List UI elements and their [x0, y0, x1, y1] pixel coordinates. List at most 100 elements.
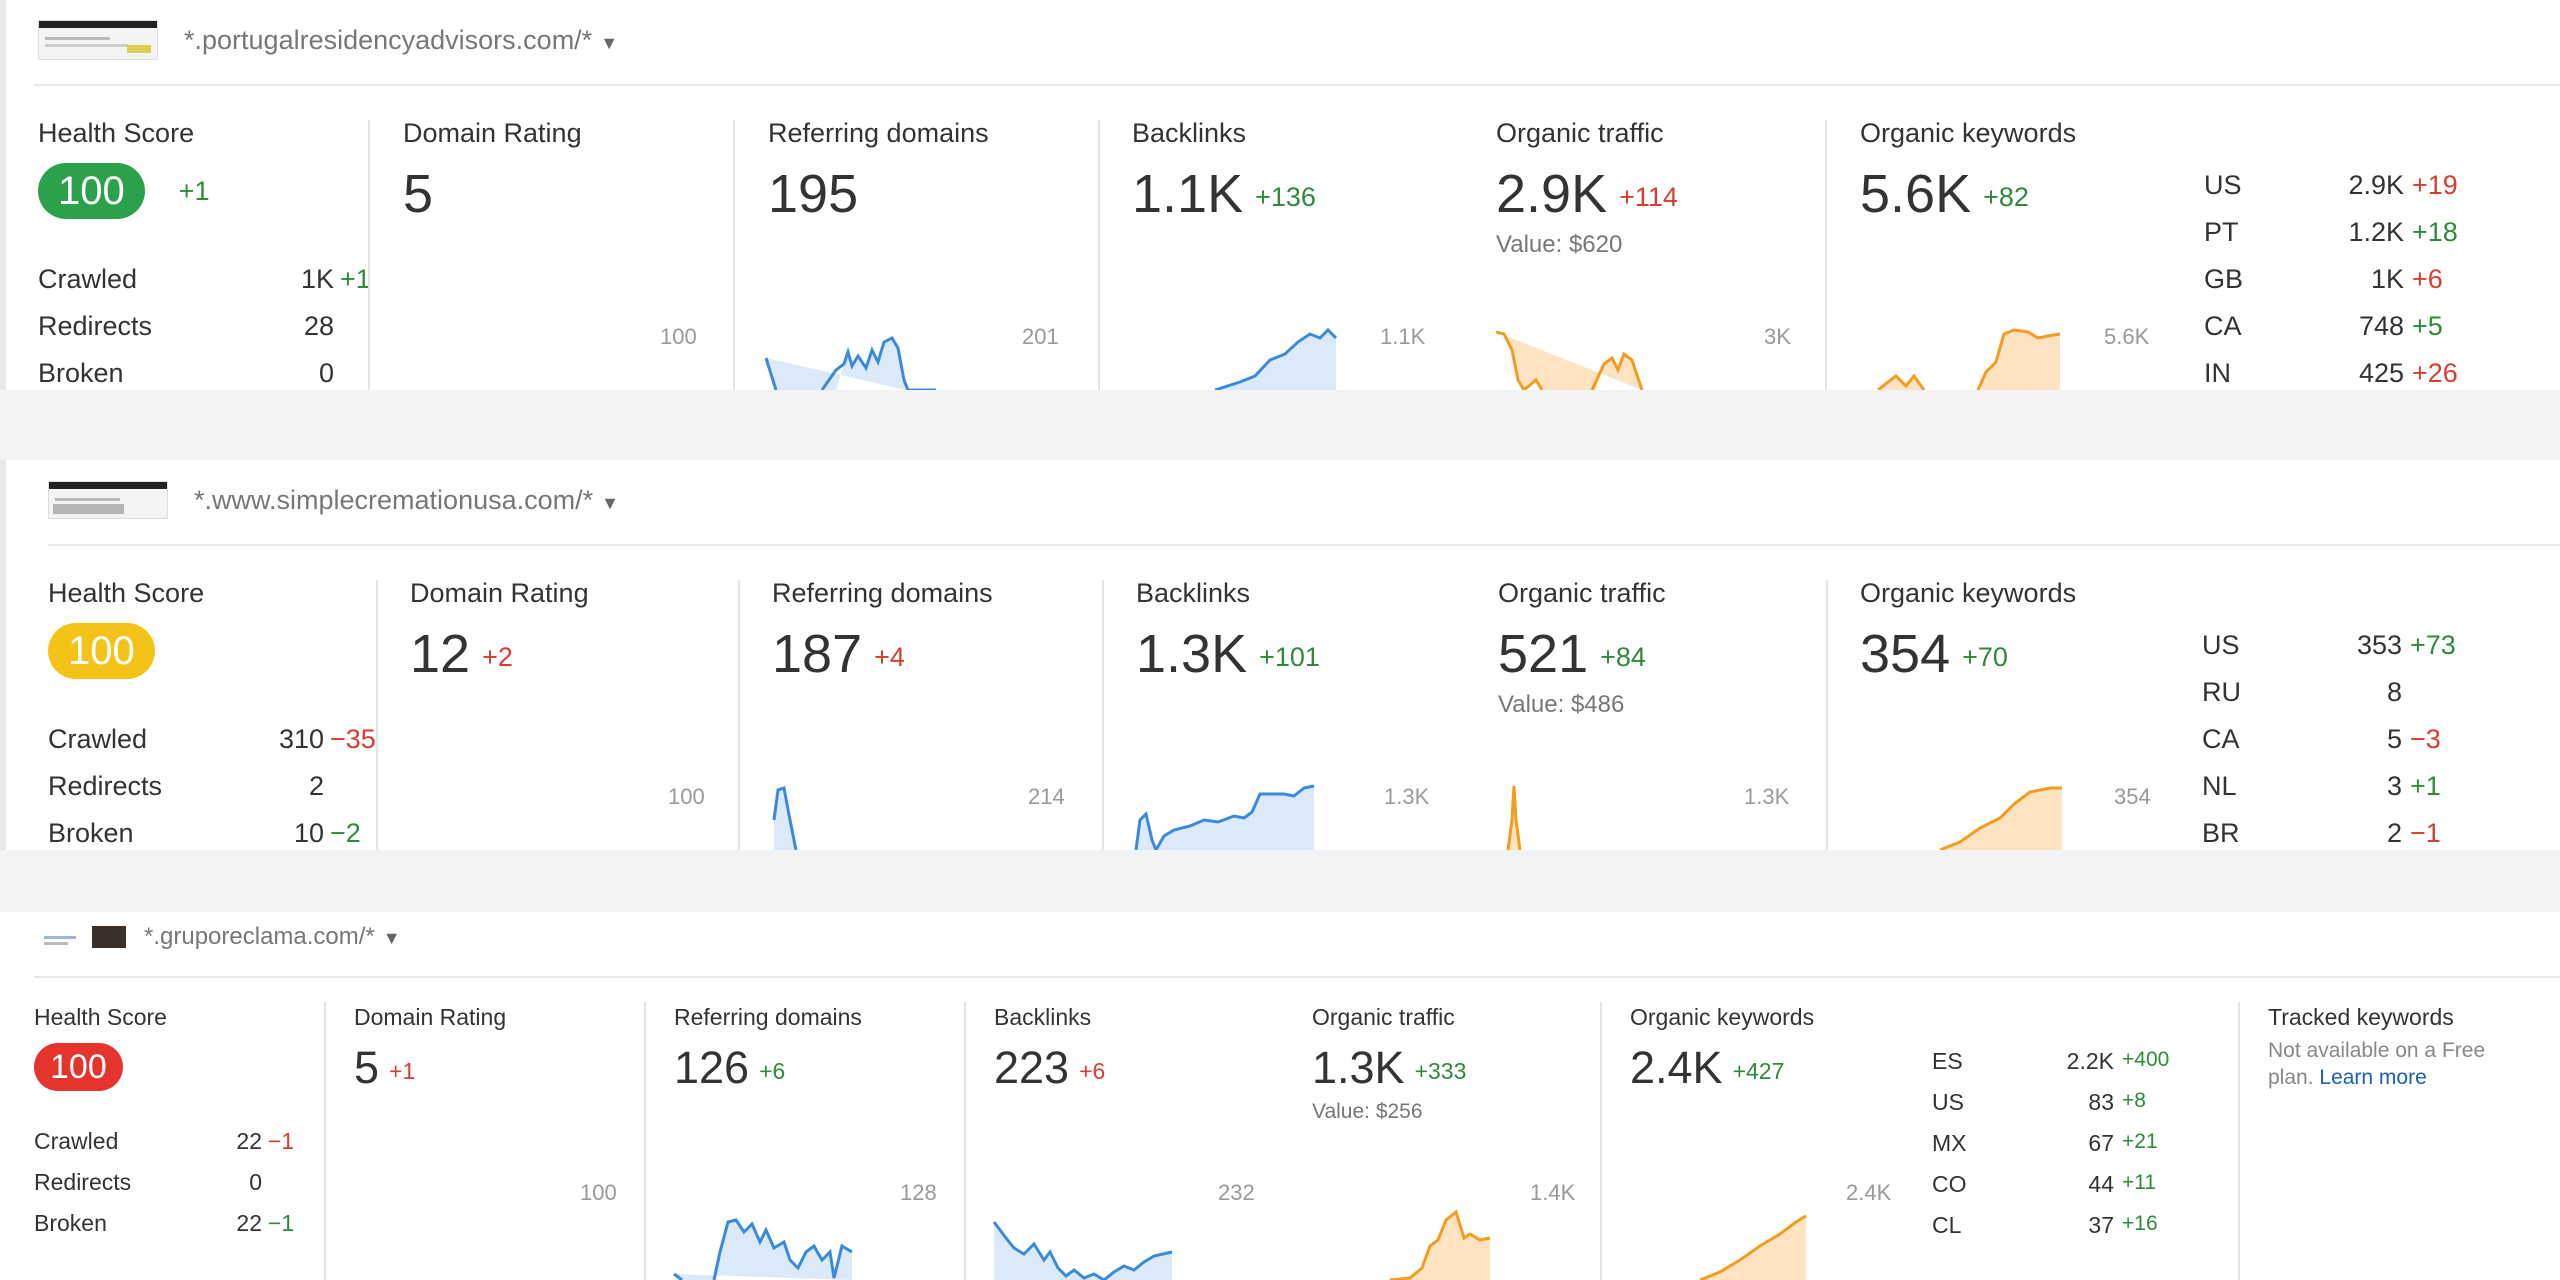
- tracked-keywords-section: Tracked keywords Not available on a Free…: [2268, 1004, 2528, 1092]
- broken-row[interactable]: Broken 22 −1: [34, 1210, 295, 1236]
- redirects-row[interactable]: Redirects 0: [34, 1169, 262, 1195]
- country-row[interactable]: US 2.9K +19: [2204, 170, 2458, 200]
- organic-traffic-section[interactable]: Organic traffic 521 +84 Value: $486: [1498, 578, 1666, 719]
- column-divider: [1825, 120, 1827, 390]
- column-divider: [964, 1002, 966, 1280]
- metric-label: Organic traffic: [1498, 578, 1666, 608]
- left-edge: [0, 460, 6, 850]
- country-row[interactable]: MX 67 +21: [1932, 1130, 2158, 1156]
- backlinks-section[interactable]: Backlinks 223 +6: [994, 1004, 1105, 1090]
- redirects-row[interactable]: Redirects 2: [48, 771, 324, 801]
- referring-domains-value: 195: [768, 164, 859, 224]
- country-row[interactable]: US 353 +73: [2202, 630, 2456, 660]
- organic-keywords-value: 354: [1860, 624, 1951, 684]
- project-url-dropdown[interactable]: *.gruporeclama.com/* ▼: [144, 923, 401, 951]
- organic-traffic-delta: +114: [1619, 182, 1678, 213]
- country-row[interactable]: NL 3 +1: [2202, 771, 2441, 801]
- chart-max-label: 100: [580, 1180, 617, 1205]
- metric-label: Referring domains: [768, 118, 989, 148]
- organic-keywords-value: 5.6K: [1860, 164, 1972, 224]
- health-score-badge[interactable]: 100: [38, 163, 145, 219]
- left-edge: [0, 0, 6, 390]
- crawled-row[interactable]: Crawled 310 −35: [48, 724, 376, 754]
- backlinks-section[interactable]: Backlinks 1.1K +136: [1132, 118, 1316, 221]
- project-header: *.portugalresidencyadvisors.com/* ▼: [38, 20, 618, 60]
- country-row[interactable]: ES 2.2K +400: [1932, 1048, 2170, 1074]
- country-row[interactable]: PT 1.2K +18: [2204, 217, 2458, 247]
- divider: [34, 84, 2560, 86]
- referring-domains-delta: +6: [759, 1057, 786, 1084]
- crawled-row[interactable]: Crawled 1K +1: [38, 264, 371, 294]
- project-card-1: *.portugalresidencyadvisors.com/* ▼ Healt…: [0, 0, 2560, 390]
- referring-domains-sparkline: [772, 786, 798, 850]
- health-score-section: Health Score 100: [48, 578, 204, 679]
- country-row[interactable]: CA 748 +5: [2204, 311, 2443, 341]
- project-url-dropdown[interactable]: *.portugalresidencyadvisors.com/* ▼: [184, 25, 618, 56]
- backlinks-sparkline: [992, 1221, 1173, 1280]
- organic-traffic-value: 1.3K: [1312, 1042, 1405, 1093]
- backlinks-value: 1.1K: [1132, 164, 1244, 224]
- tracked-keywords-title: Tracked keywords: [2268, 1004, 2454, 1030]
- site-thumbnail[interactable]: [48, 481, 168, 519]
- metric-label: Domain Rating: [403, 118, 582, 148]
- metric-label: Domain Rating: [354, 1004, 507, 1030]
- metric-label: Health Score: [34, 1004, 167, 1030]
- referring-domains-section[interactable]: Referring domains 187 +4: [772, 578, 993, 681]
- referring-domains-section[interactable]: Referring domains 195: [768, 118, 989, 221]
- learn-more-link[interactable]: Learn more: [2319, 1066, 2427, 1090]
- organic-traffic-section[interactable]: Organic traffic 1.3K +333 Value: $256: [1312, 1004, 1466, 1124]
- domain-rating-section[interactable]: Domain Rating 5: [403, 118, 582, 221]
- organic-keywords-section[interactable]: Organic keywords 2.4K +427: [1630, 1004, 1814, 1090]
- crawled-row[interactable]: Crawled 22 −1: [34, 1128, 295, 1154]
- traffic-value: Value: $256: [1312, 1100, 1423, 1123]
- site-thumbnail[interactable]: [38, 20, 158, 60]
- referring-domains-sparkline: [673, 1218, 853, 1280]
- metric-label: Backlinks: [994, 1004, 1092, 1030]
- domain-rating-section[interactable]: Domain Rating 12 +2: [410, 578, 589, 681]
- column-divider: [376, 580, 378, 850]
- health-score-badge[interactable]: 100: [48, 623, 155, 679]
- organic-keywords-sparkline: [1699, 1214, 1807, 1280]
- metric-label: Health Score: [48, 578, 205, 608]
- chevron-down-icon: ▼: [382, 928, 401, 948]
- project-card-2: *.www.simplecremationusa.com/* ▼ Health S…: [0, 460, 2560, 850]
- redirects-row[interactable]: Redirects 28: [38, 311, 334, 341]
- divider: [48, 544, 2560, 546]
- organic-keywords-section[interactable]: Organic keywords 5.6K +82: [1860, 118, 2076, 221]
- organic-traffic-section[interactable]: Organic traffic 2.9K +114 Value: $620: [1496, 118, 1678, 259]
- broken-row[interactable]: Broken 10 −2: [48, 818, 361, 848]
- backlinks-value: 1.3K: [1136, 624, 1248, 684]
- column-divider: [1102, 580, 1104, 850]
- country-row[interactable]: RU 8: [2202, 677, 2402, 707]
- chart-max-label: 1.1K: [1380, 324, 1426, 349]
- organic-traffic-delta: +333: [1414, 1057, 1467, 1084]
- backlinks-sparkline: [1214, 327, 1338, 390]
- referring-domains-section[interactable]: Referring domains 126 +6: [674, 1004, 862, 1090]
- health-score-section: Health Score 100 +1: [38, 118, 210, 219]
- broken-row[interactable]: Broken 0: [38, 358, 334, 388]
- country-row[interactable]: GB 1K +6: [2204, 264, 2443, 294]
- organic-keywords-section[interactable]: Organic keywords 354 +70: [1860, 578, 2076, 681]
- country-row[interactable]: CA 5 −3: [2202, 724, 2441, 754]
- domain-rating-delta: +2: [482, 642, 513, 673]
- organic-keywords-value: 2.4K: [1630, 1042, 1723, 1093]
- project-card-3: *.gruporeclama.com/* ▼ Health Score 100 C…: [0, 912, 2560, 1280]
- chart-max-label: 201: [1022, 324, 1059, 349]
- country-row[interactable]: CL 37 +16: [1932, 1212, 2158, 1238]
- domain-rating-delta: +1: [389, 1057, 416, 1084]
- metric-label: Organic keywords: [1860, 118, 2077, 148]
- column-divider: [368, 120, 370, 390]
- backlinks-section[interactable]: Backlinks 1.3K +101: [1136, 578, 1320, 681]
- chart-max-label: 354: [2114, 784, 2151, 809]
- domain-rating-section[interactable]: Domain Rating 5 +1: [354, 1004, 506, 1090]
- project-url-dropdown[interactable]: *.www.simplecremationusa.com/* ▼: [194, 485, 619, 516]
- metric-label: Health Score: [38, 118, 195, 148]
- backlinks-value: 223: [994, 1042, 1070, 1093]
- country-row[interactable]: BR 2 −1: [2202, 818, 2441, 848]
- organic-traffic-sparkline: [1506, 785, 1522, 850]
- country-row[interactable]: IN 425 +26: [2204, 358, 2458, 388]
- site-thumbnail[interactable]: [40, 922, 128, 952]
- country-row[interactable]: CO 44 +11: [1932, 1171, 2157, 1197]
- health-score-badge[interactable]: 100: [34, 1043, 123, 1091]
- country-row[interactable]: US 83 +8: [1932, 1089, 2146, 1115]
